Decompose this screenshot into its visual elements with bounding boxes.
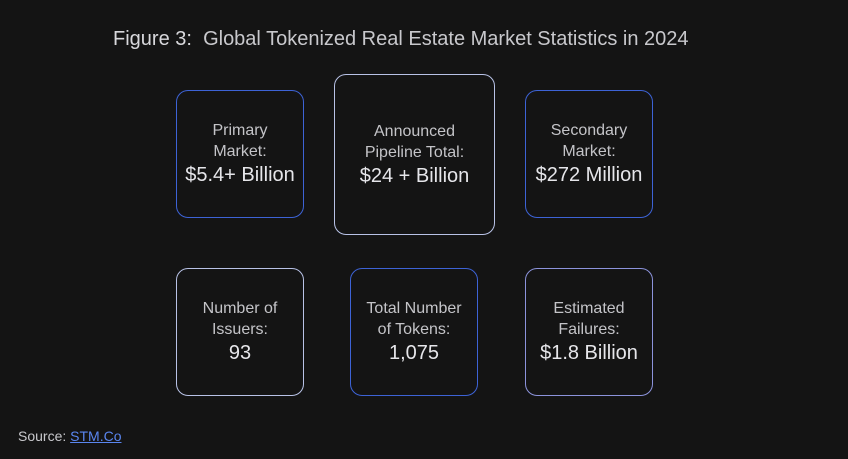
stat-label: Estimated Failures:	[553, 300, 625, 338]
source-link[interactable]: STM.Co	[70, 428, 122, 444]
stat-value: $5.4+ Billion	[185, 164, 295, 186]
stat-card-number-of-issuers: Number of Issuers: 93	[176, 268, 304, 396]
stat-card-estimated-failures: Estimated Failures: $1.8 Billion	[525, 268, 653, 396]
stat-label: Primary Market:	[212, 122, 268, 160]
figure-number: Figure 3:	[113, 28, 192, 50]
stat-card-total-tokens: Total Number of Tokens: 1,075	[350, 268, 478, 396]
stat-label: Total Number of Tokens:	[366, 300, 462, 338]
stat-label: Number of Issuers:	[202, 300, 278, 338]
stat-value: 1,075	[388, 342, 440, 364]
stat-value: $24 + Billion	[359, 164, 470, 187]
stat-value: $272 Million	[535, 164, 643, 186]
source-prefix: Source:	[18, 428, 67, 444]
figure-title-text: Global Tokenized Real Estate Market Stat…	[203, 28, 689, 50]
stat-card-announced-pipeline: Announced Pipeline Total: $24 + Billion	[334, 74, 495, 235]
stat-label: Secondary Market:	[550, 122, 628, 160]
stat-label: Announced Pipeline Total:	[364, 122, 465, 161]
stat-card-secondary-market: Secondary Market: $272 Million	[525, 90, 653, 218]
source-note: Source: STM.Co	[18, 427, 121, 445]
stat-card-primary-market: Primary Market: $5.4+ Billion	[176, 90, 304, 218]
figure-title: Figure 3: Global Tokenized Real Estate M…	[113, 26, 753, 52]
stat-value: 93	[228, 342, 252, 364]
stat-value: $1.8 Billion	[540, 342, 638, 364]
